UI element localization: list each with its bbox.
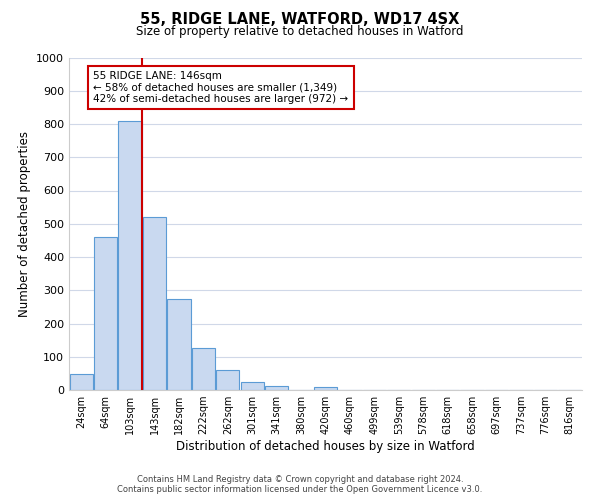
Text: Size of property relative to detached houses in Watford: Size of property relative to detached ho… — [136, 25, 464, 38]
Bar — [265, 386, 288, 390]
Bar — [70, 374, 93, 390]
Bar — [167, 298, 191, 390]
Bar — [143, 217, 166, 390]
X-axis label: Distribution of detached houses by size in Watford: Distribution of detached houses by size … — [176, 440, 475, 453]
Text: 55, RIDGE LANE, WATFORD, WD17 4SX: 55, RIDGE LANE, WATFORD, WD17 4SX — [140, 12, 460, 28]
Bar — [216, 370, 239, 390]
Bar — [94, 237, 117, 390]
Bar — [241, 382, 264, 390]
Text: 55 RIDGE LANE: 146sqm
← 58% of detached houses are smaller (1,349)
42% of semi-d: 55 RIDGE LANE: 146sqm ← 58% of detached … — [94, 71, 349, 104]
Y-axis label: Number of detached properties: Number of detached properties — [17, 130, 31, 317]
Bar — [314, 388, 337, 390]
Text: Contains HM Land Registry data © Crown copyright and database right 2024.: Contains HM Land Registry data © Crown c… — [137, 475, 463, 484]
Text: Contains public sector information licensed under the Open Government Licence v3: Contains public sector information licen… — [118, 485, 482, 494]
Bar — [118, 120, 142, 390]
Bar — [192, 348, 215, 390]
